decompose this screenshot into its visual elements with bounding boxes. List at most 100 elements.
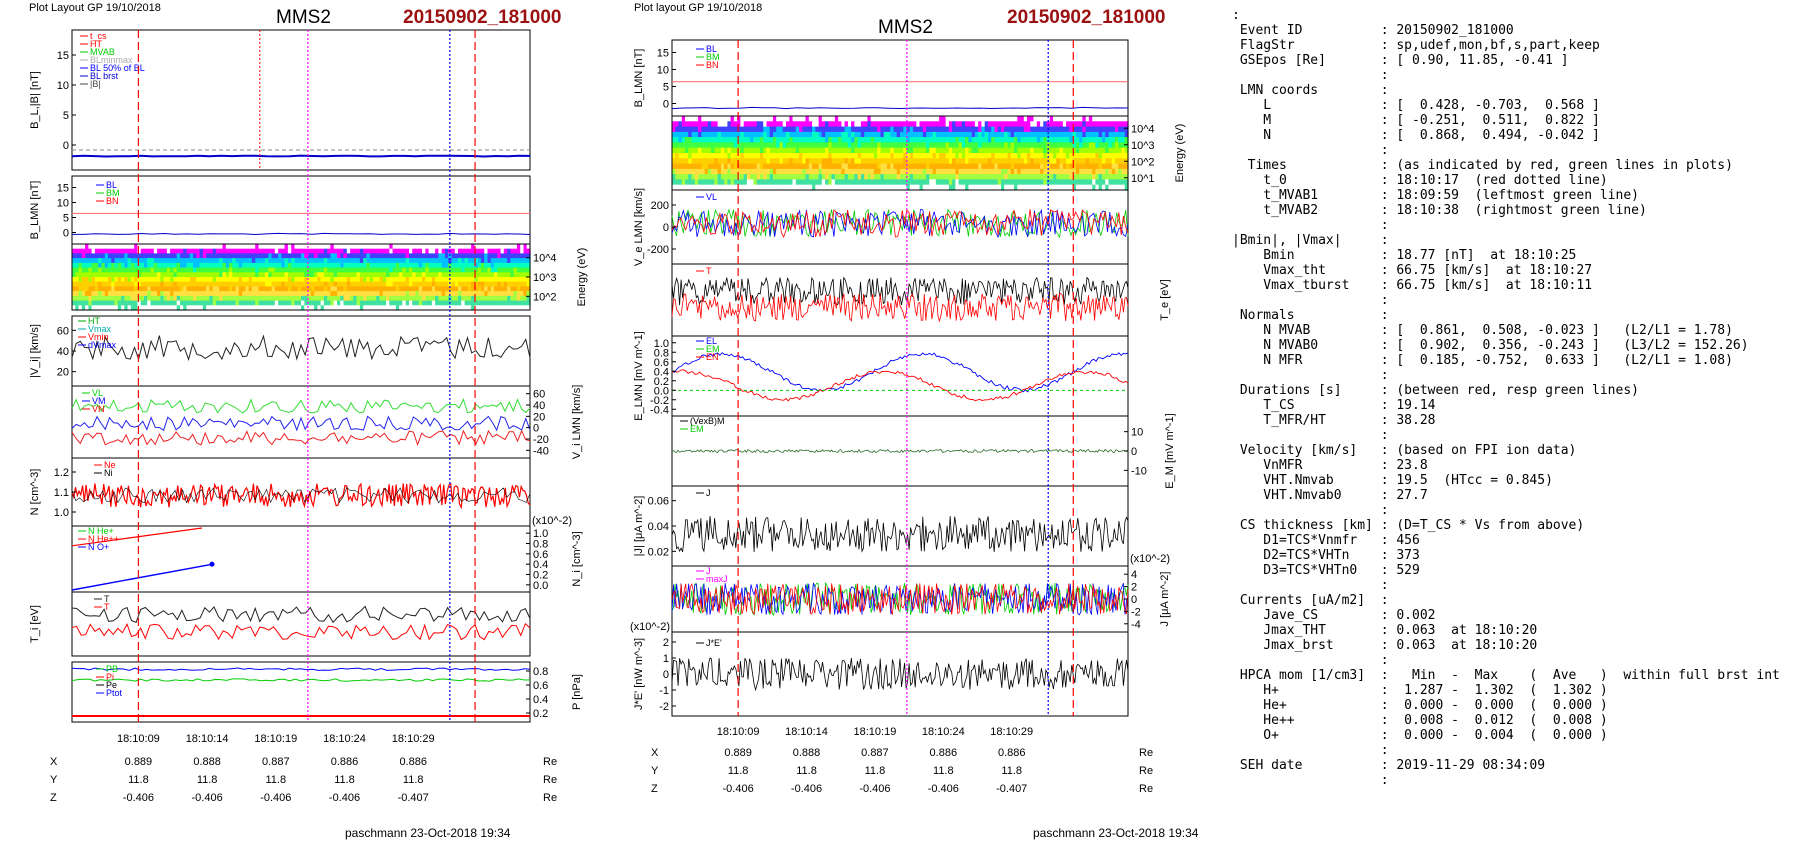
heatmap-cell [137,244,142,250]
heatmap-cell [922,179,927,186]
heatmap-cell [808,184,813,191]
heatmap-cell [997,116,1002,122]
heatmap-cell [948,137,953,143]
heatmap-cell [487,295,492,302]
heatmap-cell [694,137,699,143]
heatmap-cell [1046,179,1051,186]
mid-panel-8-tick-label: 4 [1131,569,1137,581]
heatmap-cell [919,116,924,122]
heatmap-cell [202,267,207,273]
info-line: : [1232,578,1389,593]
heatmap-cell [268,300,273,306]
heatmap-cell [1069,137,1074,143]
heatmap-cell [369,248,374,254]
heatmap-cell [484,253,489,259]
heatmap-cell [870,163,875,170]
heatmap-cell [831,142,836,149]
left-panel-1-frame [71,29,531,171]
heatmap-cell [873,116,878,122]
heatmap-cell [219,248,224,254]
heatmap-cell [507,248,511,254]
heatmap-cell [412,253,417,259]
heatmap-cell [212,248,217,254]
heatmap-cell [799,147,803,154]
heatmap-cell [965,163,969,170]
heatmap-cell [176,277,181,283]
heatmap-cell [497,258,502,264]
heatmap-cell [317,253,322,259]
heatmap-cell [860,142,865,149]
heatmap-cell [144,262,148,269]
mid-panel-3-frame [671,189,1129,265]
heatmap-cell [1053,116,1057,122]
heatmap-cell [310,305,315,311]
heatmap-cell [386,258,390,264]
heatmap-cell [685,179,689,186]
heatmap-cell [193,300,197,306]
heatmap-cell [691,168,696,175]
heatmap-cell [209,258,214,264]
heatmap-cell [870,137,875,143]
heatmap-cell [724,121,728,128]
heatmap-cell [402,267,407,273]
heatmap-cell [906,174,911,180]
heatmap-cell [955,131,960,138]
heatmap-cell [909,137,914,143]
heatmap-cell [952,137,956,143]
heatmap-cell [134,253,139,259]
heatmap-cell [1010,126,1015,133]
heatmap-cell [94,258,99,264]
heatmap-cell [1007,121,1012,128]
heatmap-cell [782,121,787,128]
heatmap-cell [1092,137,1097,143]
heatmap-cell [1072,158,1077,165]
heatmap-cell [513,286,518,292]
heatmap-cell [727,174,732,180]
heatmap-cell [513,281,518,287]
heatmap-cell [773,168,777,175]
heatmap-cell [85,295,89,302]
heatmap-cell [952,168,956,175]
heatmap-cell [906,131,911,138]
heatmap-cell [101,253,106,259]
heatmap-cell [1030,168,1035,175]
mid-coord-value: -0.406 [723,783,754,795]
heatmap-cell [127,262,132,269]
heatmap-cell [376,295,381,302]
heatmap-cell [480,300,485,306]
heatmap-cell [854,116,859,122]
heatmap-cell [691,116,696,122]
heatmap-cell [987,137,992,143]
mid-panel-3-tick-label: 200 [651,200,669,212]
heatmap-cell [688,184,693,191]
heatmap-cell [265,291,269,297]
heatmap-cell [759,137,764,143]
left-spacecraft-title: MMS2 [276,7,331,28]
heatmap-cell [854,163,859,170]
mid-panel-8-ylabel: J [μA m^-2] [1159,572,1171,627]
heatmap-cell [180,277,184,283]
heatmap-cell [304,286,309,292]
heatmap-cell [340,305,345,311]
heatmap-cell [418,305,423,311]
heatmap-cell [968,131,973,138]
heatmap-cell [981,158,986,165]
heatmap-cell [121,258,125,264]
heatmap-cell [297,291,302,297]
heatmap-cell [1004,184,1009,191]
heatmap-cell [675,126,680,133]
heatmap-cell [707,158,712,165]
mid-panel-1-frame [671,39,1129,117]
heatmap-cell [516,291,521,297]
heatmap-cell [265,300,269,306]
heatmap-cell [834,137,839,143]
heatmap-cell [301,267,305,273]
heatmap-cell [291,248,296,254]
heatmap-cell [919,131,924,138]
heatmap-cell [104,244,109,250]
heatmap-cell [987,158,992,165]
heatmap-cell [477,244,482,250]
heatmap-cell [929,142,934,149]
heatmap-cell [870,153,875,159]
heatmap-cell [438,258,443,264]
